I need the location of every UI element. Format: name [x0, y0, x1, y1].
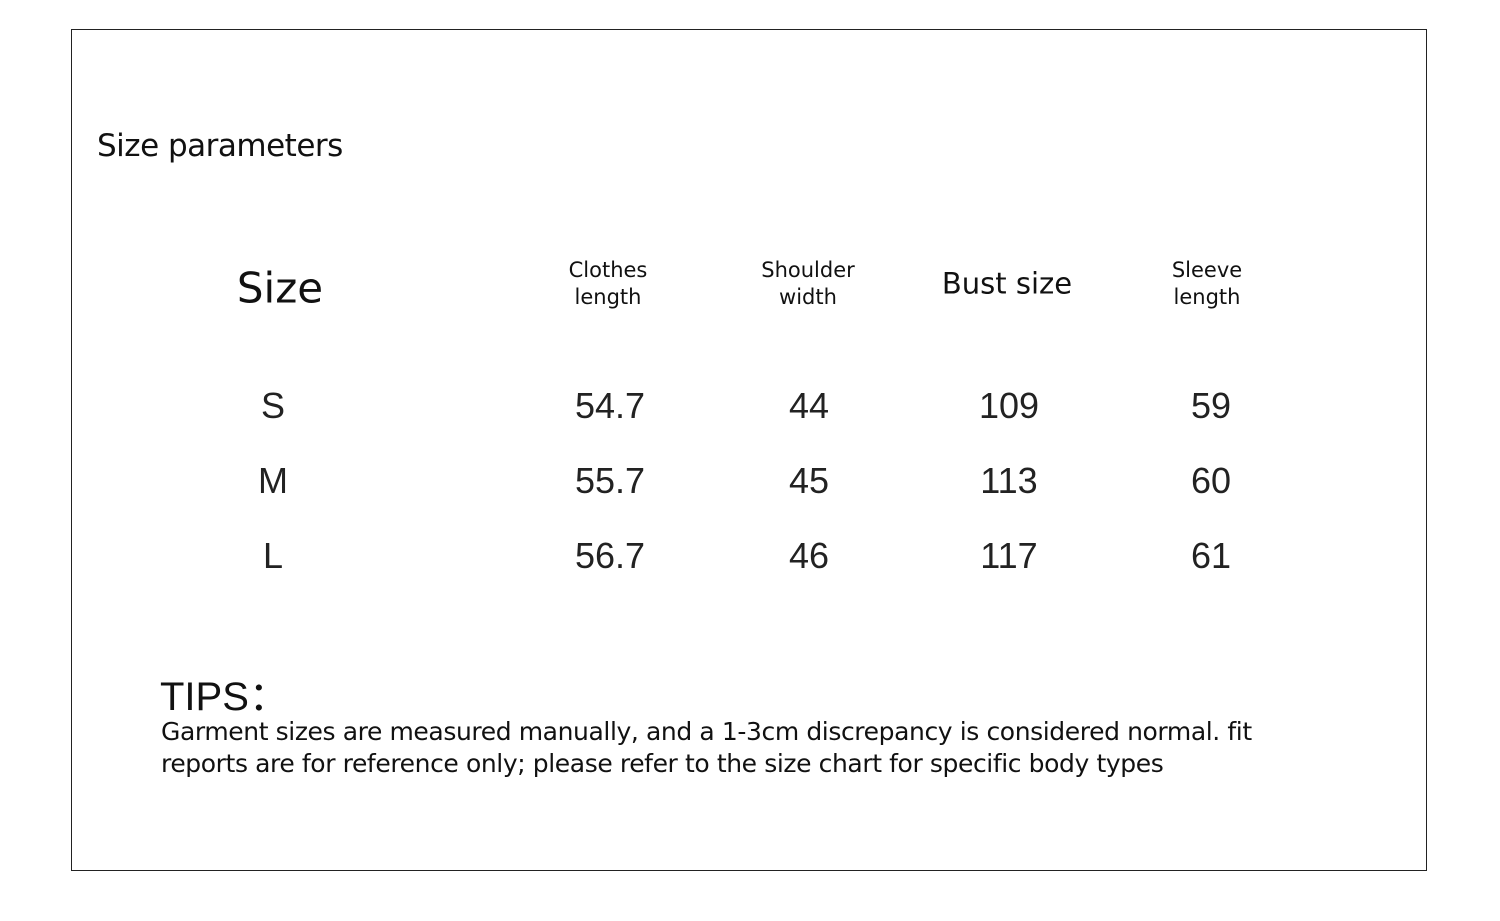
- frame: [71, 29, 1427, 871]
- tips-line: reports are for reference only; please r…: [161, 749, 1164, 778]
- table-cell: L: [262, 535, 284, 576]
- table-cell: M: [258, 460, 288, 501]
- table-cell: 55.7: [574, 460, 646, 501]
- column-header: Size: [236, 263, 324, 313]
- table-cell: S: [260, 385, 286, 426]
- table-cell: 46: [788, 535, 830, 576]
- page-title: Size parameters: [97, 128, 343, 164]
- table-cell: 59: [1190, 385, 1232, 426]
- table-cell: 109: [978, 385, 1040, 426]
- table-cell: 60: [1190, 460, 1232, 501]
- column-header: Shoulder width: [761, 258, 855, 309]
- table-cell: 56.7: [574, 535, 646, 576]
- table-cell: 54.7: [574, 385, 646, 426]
- table-cell: 45: [788, 460, 830, 501]
- table-cell: 44: [788, 385, 830, 426]
- tips-line: Garment sizes are measured manually, and…: [161, 717, 1252, 746]
- table-cell: 113: [980, 460, 1038, 501]
- column-header: Bust size: [941, 266, 1073, 301]
- column-header: Clothes length: [568, 258, 648, 309]
- column-header: Sleeve length: [1171, 258, 1243, 309]
- table-cell: 117: [980, 535, 1038, 576]
- tips-title: TIPS：: [160, 675, 289, 719]
- table-cell: 61: [1190, 535, 1232, 576]
